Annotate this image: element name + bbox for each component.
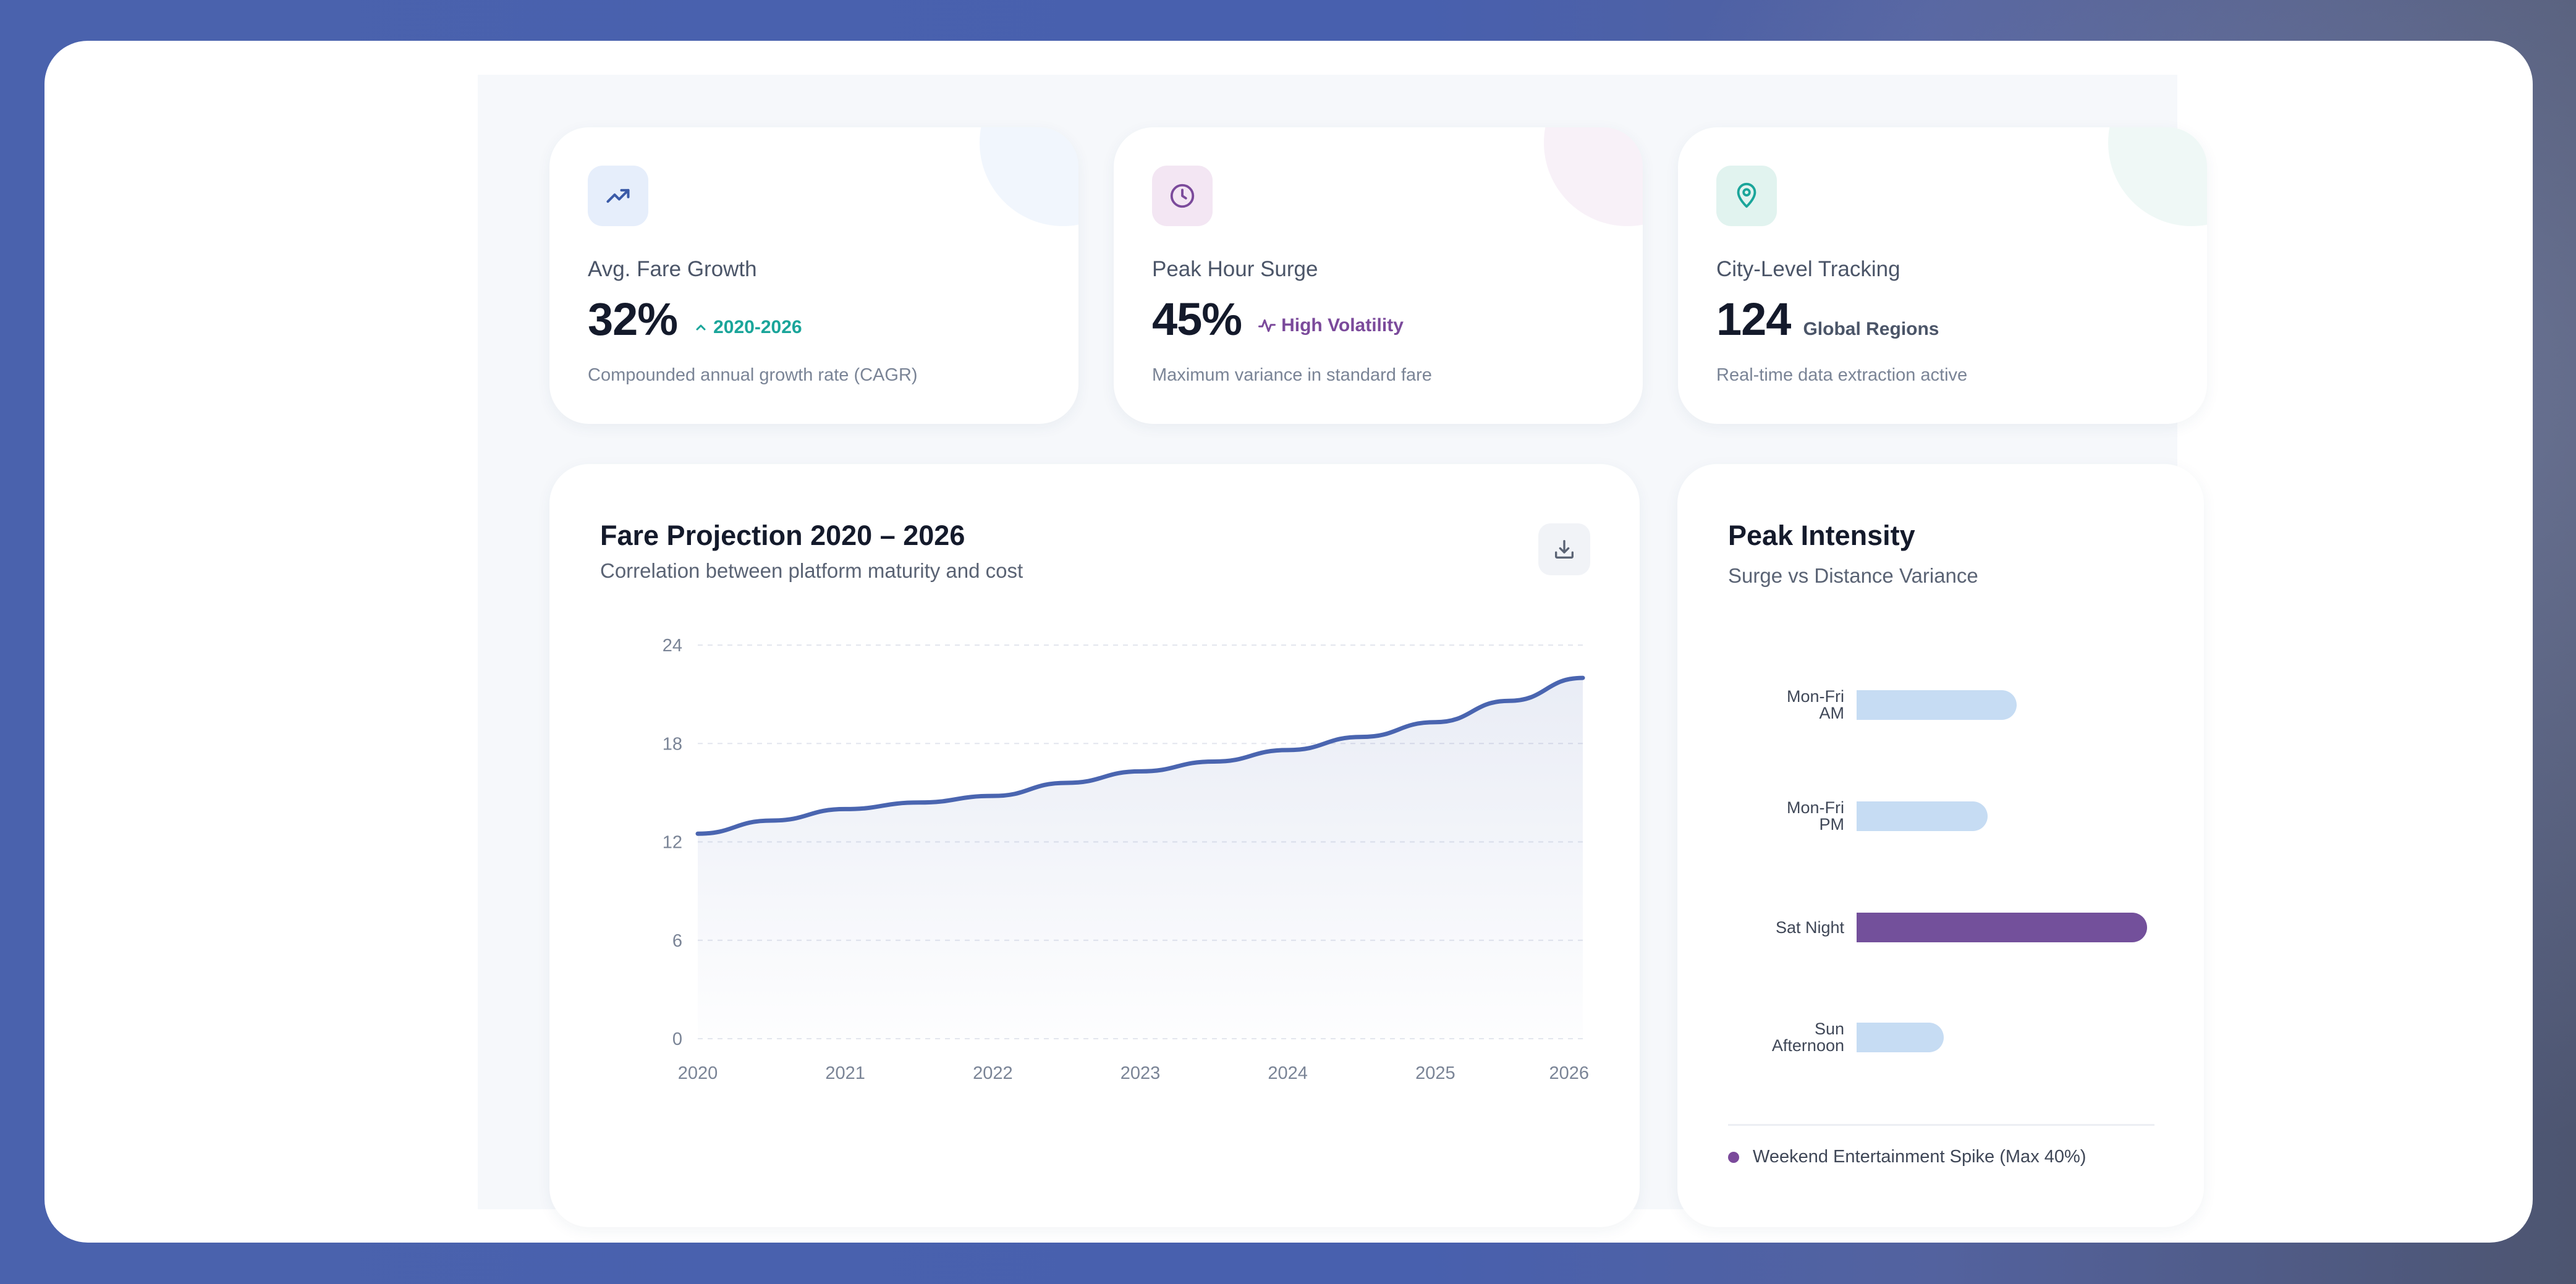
card-decoration bbox=[1544, 127, 1643, 226]
y-tick-label: 0 bbox=[672, 1029, 682, 1049]
stat-note: Compounded annual growth rate (CAGR) bbox=[588, 365, 918, 385]
stat-note: Maximum variance in standard fare bbox=[1152, 365, 1432, 385]
x-tick-label: 2025 bbox=[1415, 1063, 1455, 1083]
stat-value: 45% bbox=[1152, 294, 1242, 345]
y-tick-label: 18 bbox=[663, 734, 682, 754]
dashboard-panel: Avg. Fare Growth 32% 2020-2026 Compounde… bbox=[478, 75, 2207, 1227]
bar-label-line: Mon-Fri bbox=[1787, 798, 1844, 817]
trending-up-icon bbox=[606, 188, 630, 203]
legend-text: Weekend Entertainment Spike (Max 40%) bbox=[1753, 1147, 2087, 1167]
y-tick-label: 6 bbox=[672, 931, 682, 951]
stat-note: Real-time data extraction active bbox=[1716, 365, 1968, 385]
stat-value-row: 32% 2020-2026 bbox=[588, 293, 802, 345]
bar-row: Mon-Fri AM bbox=[1677, 680, 2204, 730]
bar-label: Mon-Fri PM bbox=[1721, 792, 1844, 841]
bar-label-line: Sat Night bbox=[1775, 918, 1844, 937]
download-icon bbox=[1555, 540, 1574, 559]
bar-label-line: Mon-Fri bbox=[1787, 687, 1844, 706]
bar bbox=[1857, 913, 2147, 942]
bar-label-line: Afternoon bbox=[1771, 1036, 1844, 1055]
chart-series-line bbox=[695, 675, 1585, 836]
bar-label: Sun Afternoon bbox=[1721, 1013, 1844, 1062]
chevron-up-icon bbox=[696, 324, 706, 331]
stat-value: 32% bbox=[588, 294, 678, 345]
bar-label: Mon-Fri AM bbox=[1721, 680, 1844, 730]
stat-label: Peak Hour Surge bbox=[1152, 257, 1318, 281]
activity-icon bbox=[1258, 319, 1276, 332]
bar-label-line: Sun bbox=[1814, 1020, 1844, 1038]
x-tick-label: 2026 bbox=[1549, 1063, 1589, 1083]
stat-value: 124 bbox=[1716, 294, 1791, 345]
fare-projection-card: 0 6 12 18 24 2020 2021 2022 2023 2024 2025 2026 Fa… bbox=[549, 464, 1640, 1227]
clock-icon bbox=[1170, 184, 1195, 208]
bar-label-line: PM bbox=[1819, 815, 1845, 834]
x-axis: 2020 2021 2022 2023 2024 2025 2026 bbox=[678, 1063, 1589, 1083]
stat-card-peak-surge: Peak Hour Surge 45% High Volatility Maxi… bbox=[1114, 127, 1643, 424]
x-tick-label: 2023 bbox=[1121, 1063, 1161, 1083]
icon-box bbox=[588, 166, 648, 226]
bar-row: Sun Afternoon bbox=[1677, 1013, 2204, 1062]
bar-track bbox=[1857, 801, 2147, 831]
chart-title: Peak Intensity bbox=[1728, 520, 1915, 551]
divider bbox=[1728, 1124, 2154, 1126]
map-pin-icon bbox=[1737, 182, 1756, 208]
x-tick-label: 2021 bbox=[825, 1063, 865, 1083]
stat-label: City-Level Tracking bbox=[1716, 257, 1900, 281]
peak-intensity-card: Peak Intensity Surge vs Distance Varianc… bbox=[1677, 464, 2204, 1227]
stat-badge: High Volatility bbox=[1258, 315, 1404, 336]
bar-track bbox=[1857, 690, 2147, 720]
download-button[interactable] bbox=[1538, 523, 1590, 575]
legend-dot bbox=[1728, 1151, 1739, 1163]
icon-box bbox=[1716, 166, 1777, 226]
bar bbox=[1857, 1023, 1944, 1052]
card-decoration bbox=[980, 127, 1078, 226]
bar bbox=[1857, 801, 1988, 831]
y-tick-label: 24 bbox=[663, 636, 682, 656]
stat-value-row: 45% High Volatility bbox=[1152, 293, 1404, 345]
bar bbox=[1857, 690, 2017, 720]
bar-track bbox=[1857, 1023, 2147, 1052]
bar-label: Sat Night bbox=[1721, 903, 1844, 952]
bar-row: Sat Night bbox=[1677, 903, 2204, 952]
chart-title: Fare Projection 2020 – 2026 bbox=[600, 520, 965, 551]
stat-value-row: 124 Global Regions bbox=[1716, 293, 1939, 345]
card-decoration bbox=[2108, 127, 2207, 226]
stat-badge: 2020-2026 bbox=[693, 317, 802, 338]
y-axis: 0 6 12 18 24 bbox=[663, 636, 682, 1049]
chart-subtitle: Surge vs Distance Variance bbox=[1728, 564, 1978, 587]
stat-card-city-tracking: City-Level Tracking 124 Global Regions R… bbox=[1678, 127, 2207, 424]
bar-label-line: AM bbox=[1819, 704, 1845, 722]
x-tick-label: 2020 bbox=[678, 1063, 718, 1083]
stat-label: Avg. Fare Growth bbox=[588, 257, 757, 281]
bar-track bbox=[1857, 913, 2147, 942]
y-tick-label: 12 bbox=[663, 833, 682, 853]
stat-card-fare-growth: Avg. Fare Growth 32% 2020-2026 Compounde… bbox=[549, 127, 1078, 424]
dashboard-frame: Avg. Fare Growth 32% 2020-2026 Compounde… bbox=[44, 41, 2533, 1243]
fare-projection-chart: 0 6 12 18 24 2020 2021 2022 2023 2024 2025 2026 bbox=[663, 636, 1589, 1083]
x-tick-label: 2024 bbox=[1268, 1063, 1308, 1083]
bar-row: Mon-Fri PM bbox=[1677, 792, 2204, 841]
stat-badge: Global Regions bbox=[1803, 319, 1939, 340]
chart-area-fill bbox=[698, 678, 1583, 1039]
stat-badge-text: Global Regions bbox=[1803, 319, 1939, 339]
x-tick-label: 2022 bbox=[973, 1063, 1013, 1083]
stat-badge-text: 2020-2026 bbox=[713, 317, 802, 337]
chart-subtitle: Correlation between platform maturity an… bbox=[600, 559, 1023, 582]
chart-legend: Weekend Entertainment Spike (Max 40%) bbox=[1728, 1147, 2086, 1167]
icon-box bbox=[1152, 166, 1213, 226]
stat-badge-text: High Volatility bbox=[1281, 315, 1404, 336]
